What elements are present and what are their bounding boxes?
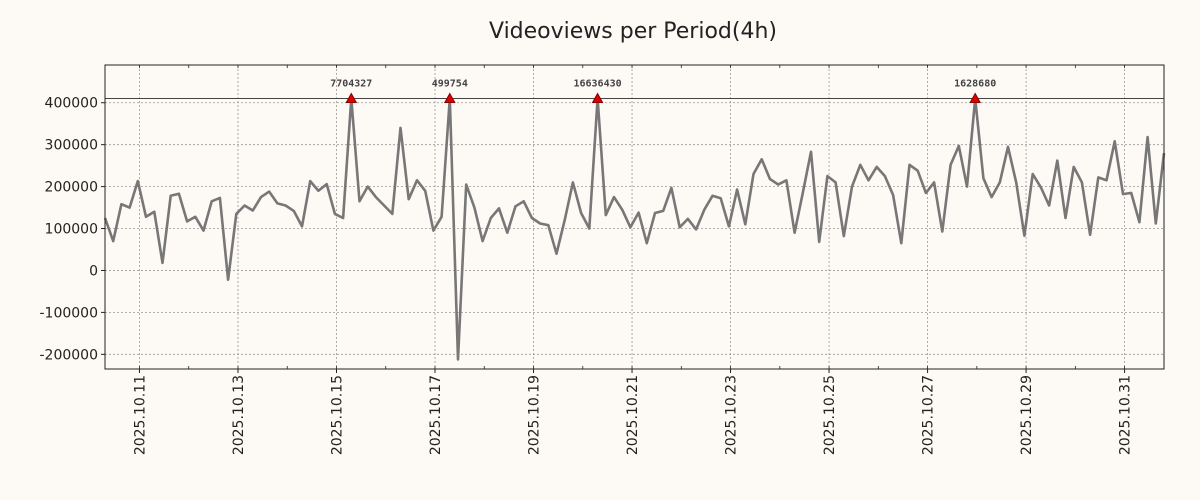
x-tick-label: 2025.10.25: [822, 375, 838, 455]
peak-marker: [345, 92, 358, 104]
y-tick-label: 100000: [45, 222, 98, 238]
x-tick-label: 2025.10.11: [132, 375, 148, 455]
grid-layer: [105, 65, 1164, 369]
series-line-videoviews: [103, 97, 1166, 361]
y-tick-label: 400000: [45, 96, 98, 112]
peak-marker: [443, 92, 456, 104]
y-tick-label: -200000: [40, 347, 99, 363]
series-layer: [103, 97, 1166, 361]
peak-value-label: 499754: [432, 79, 468, 90]
x-tick-label: 2025.10.17: [428, 375, 444, 455]
x-tick-label: 2025.10.29: [1019, 375, 1035, 455]
peak-layer: 7704327 499754 16636430 1628680: [330, 79, 996, 104]
x-tick-label: 2025.10.23: [724, 375, 740, 455]
y-tick-label: -100000: [40, 305, 99, 321]
peak-marker: [969, 92, 982, 104]
x-tick-label: 2025.10.31: [1118, 375, 1134, 455]
x-tick-label: 2025.10.15: [330, 375, 346, 455]
x-tick-label: 2025.10.19: [527, 375, 543, 455]
x-tick-label: 2025.10.27: [921, 375, 937, 455]
x-tick-label: 2025.10.13: [231, 375, 247, 455]
plot-frame: [104, 64, 1165, 370]
peak-marker: [591, 92, 604, 104]
y-tick-label: 300000: [45, 138, 98, 154]
peak-value-label: 7704327: [330, 79, 372, 90]
y-tick-label: 0: [89, 263, 98, 279]
peak-value-label: 16636430: [573, 79, 621, 90]
y-tick-label: 200000: [45, 180, 98, 196]
peak-value-label: 1628680: [954, 79, 996, 90]
chart-title: Videoviews per Period(4h): [489, 19, 777, 44]
x-tick-label: 2025.10.21: [625, 375, 641, 455]
axis-layer: -200000 -100000 0 100000 200000 300000 400000 2…: [40, 65, 1134, 455]
